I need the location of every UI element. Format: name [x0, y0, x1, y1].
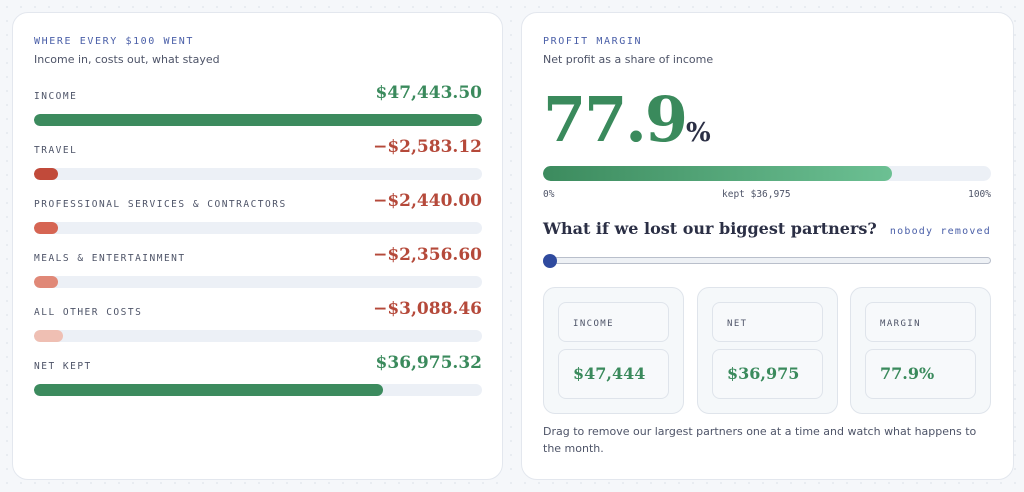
- row-label: NET KEPT: [34, 361, 92, 372]
- stat-value: $47,444: [558, 349, 669, 399]
- row-value: −$2,356.60: [373, 245, 482, 265]
- row-bar-track: [34, 276, 482, 288]
- row-income: INCOME $47,443.50: [34, 83, 482, 127]
- row-label: INCOME: [34, 91, 78, 102]
- row-bar-fill: [34, 276, 58, 288]
- row-professional-services: PROFESSIONAL SERVICES & CONTRACTORS −$2,…: [34, 191, 482, 235]
- profit-title: PROFIT MARGIN: [543, 36, 643, 47]
- partner-slider-thumb[interactable]: [543, 254, 557, 268]
- margin-axis-max: 100%: [968, 189, 991, 200]
- row-label: TRAVEL: [34, 145, 78, 156]
- profit-subtitle: Net profit as a share of income: [543, 53, 714, 66]
- row-bar-track: [34, 222, 482, 234]
- row-bar-fill: [34, 330, 63, 342]
- stat-value: 77.9%: [865, 349, 976, 399]
- row-other-costs: ALL OTHER COSTS −$3,088.46: [34, 299, 482, 343]
- breakdown-subtitle: Income in, costs out, what stayed: [34, 53, 220, 66]
- scenario-question: What if we lost our biggest partners?: [543, 219, 877, 238]
- margin-axis-min: 0%: [543, 189, 555, 200]
- partner-slider-track[interactable]: [545, 257, 991, 264]
- margin-axis-kept: kept $36,975: [722, 189, 791, 200]
- row-label: MEALS & ENTERTAINMENT: [34, 253, 186, 264]
- margin-readout: 77.9%: [543, 83, 711, 156]
- stat-value: $36,975: [712, 349, 823, 399]
- row-bar-fill: [34, 384, 383, 396]
- row-travel: TRAVEL −$2,583.12: [34, 137, 482, 181]
- scenario-status: nobody removed: [889, 226, 991, 237]
- row-value: $47,443.50: [375, 83, 482, 103]
- row-value: $36,975.32: [375, 353, 482, 373]
- profit-card: PROFIT MARGIN Net profit as a share of i…: [521, 12, 1014, 480]
- row-value: −$3,088.46: [373, 299, 482, 319]
- stat-margin: MARGIN 77.9%: [850, 287, 991, 414]
- row-bar-track: [34, 330, 482, 342]
- row-bar-track: [34, 384, 482, 396]
- row-bar-fill: [34, 222, 58, 234]
- breakdown-card: WHERE EVERY $100 WENT Income in, costs o…: [12, 12, 503, 480]
- row-label: ALL OTHER COSTS: [34, 307, 143, 318]
- row-bar-track: [34, 114, 482, 126]
- stat-label: MARGIN: [865, 302, 976, 342]
- row-meals-entertainment: MEALS & ENTERTAINMENT −$2,356.60: [34, 245, 482, 289]
- margin-bar-track: [543, 166, 991, 181]
- row-net-kept: NET KEPT $36,975.32: [34, 353, 482, 397]
- breakdown-title: WHERE EVERY $100 WENT: [34, 36, 195, 47]
- row-bar-fill: [34, 114, 482, 126]
- slider-hint: Drag to remove our largest partners one …: [543, 425, 977, 455]
- margin-bar-fill: [543, 166, 892, 181]
- stat-label: NET: [712, 302, 823, 342]
- row-label: PROFESSIONAL SERVICES & CONTRACTORS: [34, 199, 287, 210]
- row-value: −$2,440.00: [373, 191, 482, 211]
- row-bar-track: [34, 168, 482, 180]
- stat-label: INCOME: [558, 302, 669, 342]
- margin-unit: %: [686, 118, 711, 148]
- stat-net: NET $36,975: [697, 287, 838, 414]
- row-value: −$2,583.12: [373, 137, 482, 157]
- stat-income: INCOME $47,444: [543, 287, 684, 414]
- margin-number: 77.9: [543, 83, 688, 156]
- row-bar-fill: [34, 168, 58, 180]
